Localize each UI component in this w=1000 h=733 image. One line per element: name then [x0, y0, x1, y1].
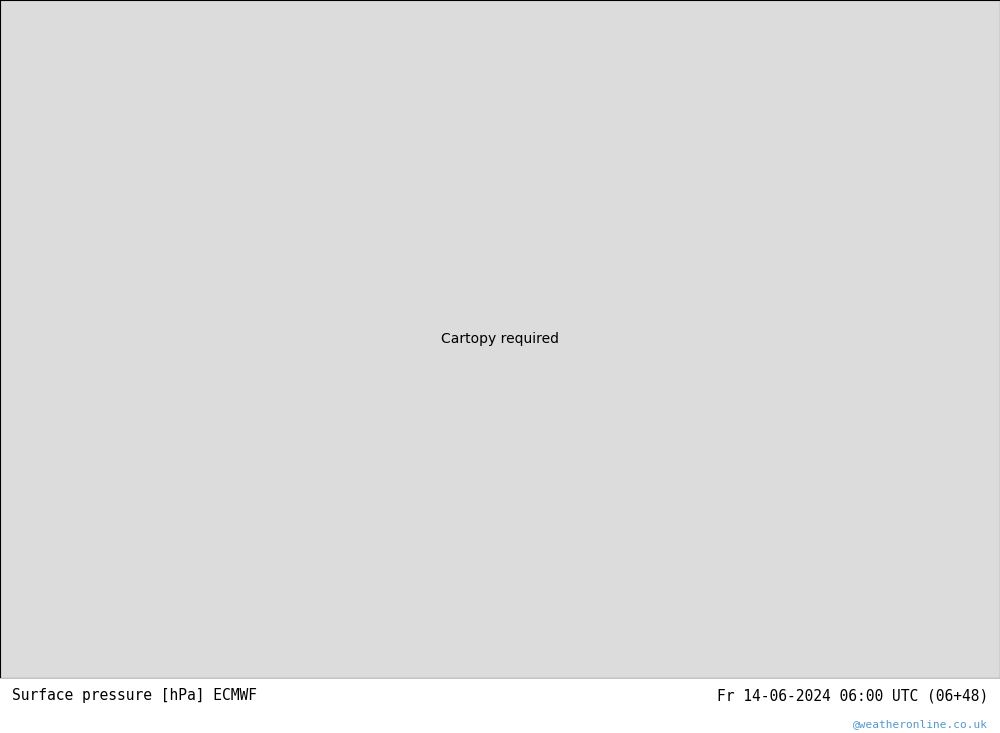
Text: Surface pressure [hPa] ECMWF: Surface pressure [hPa] ECMWF	[12, 688, 257, 703]
Text: Cartopy required: Cartopy required	[441, 332, 559, 346]
Text: Fr 14-06-2024 06:00 UTC (06+48): Fr 14-06-2024 06:00 UTC (06+48)	[717, 688, 988, 703]
Text: @weatheronline.co.uk: @weatheronline.co.uk	[853, 718, 988, 729]
